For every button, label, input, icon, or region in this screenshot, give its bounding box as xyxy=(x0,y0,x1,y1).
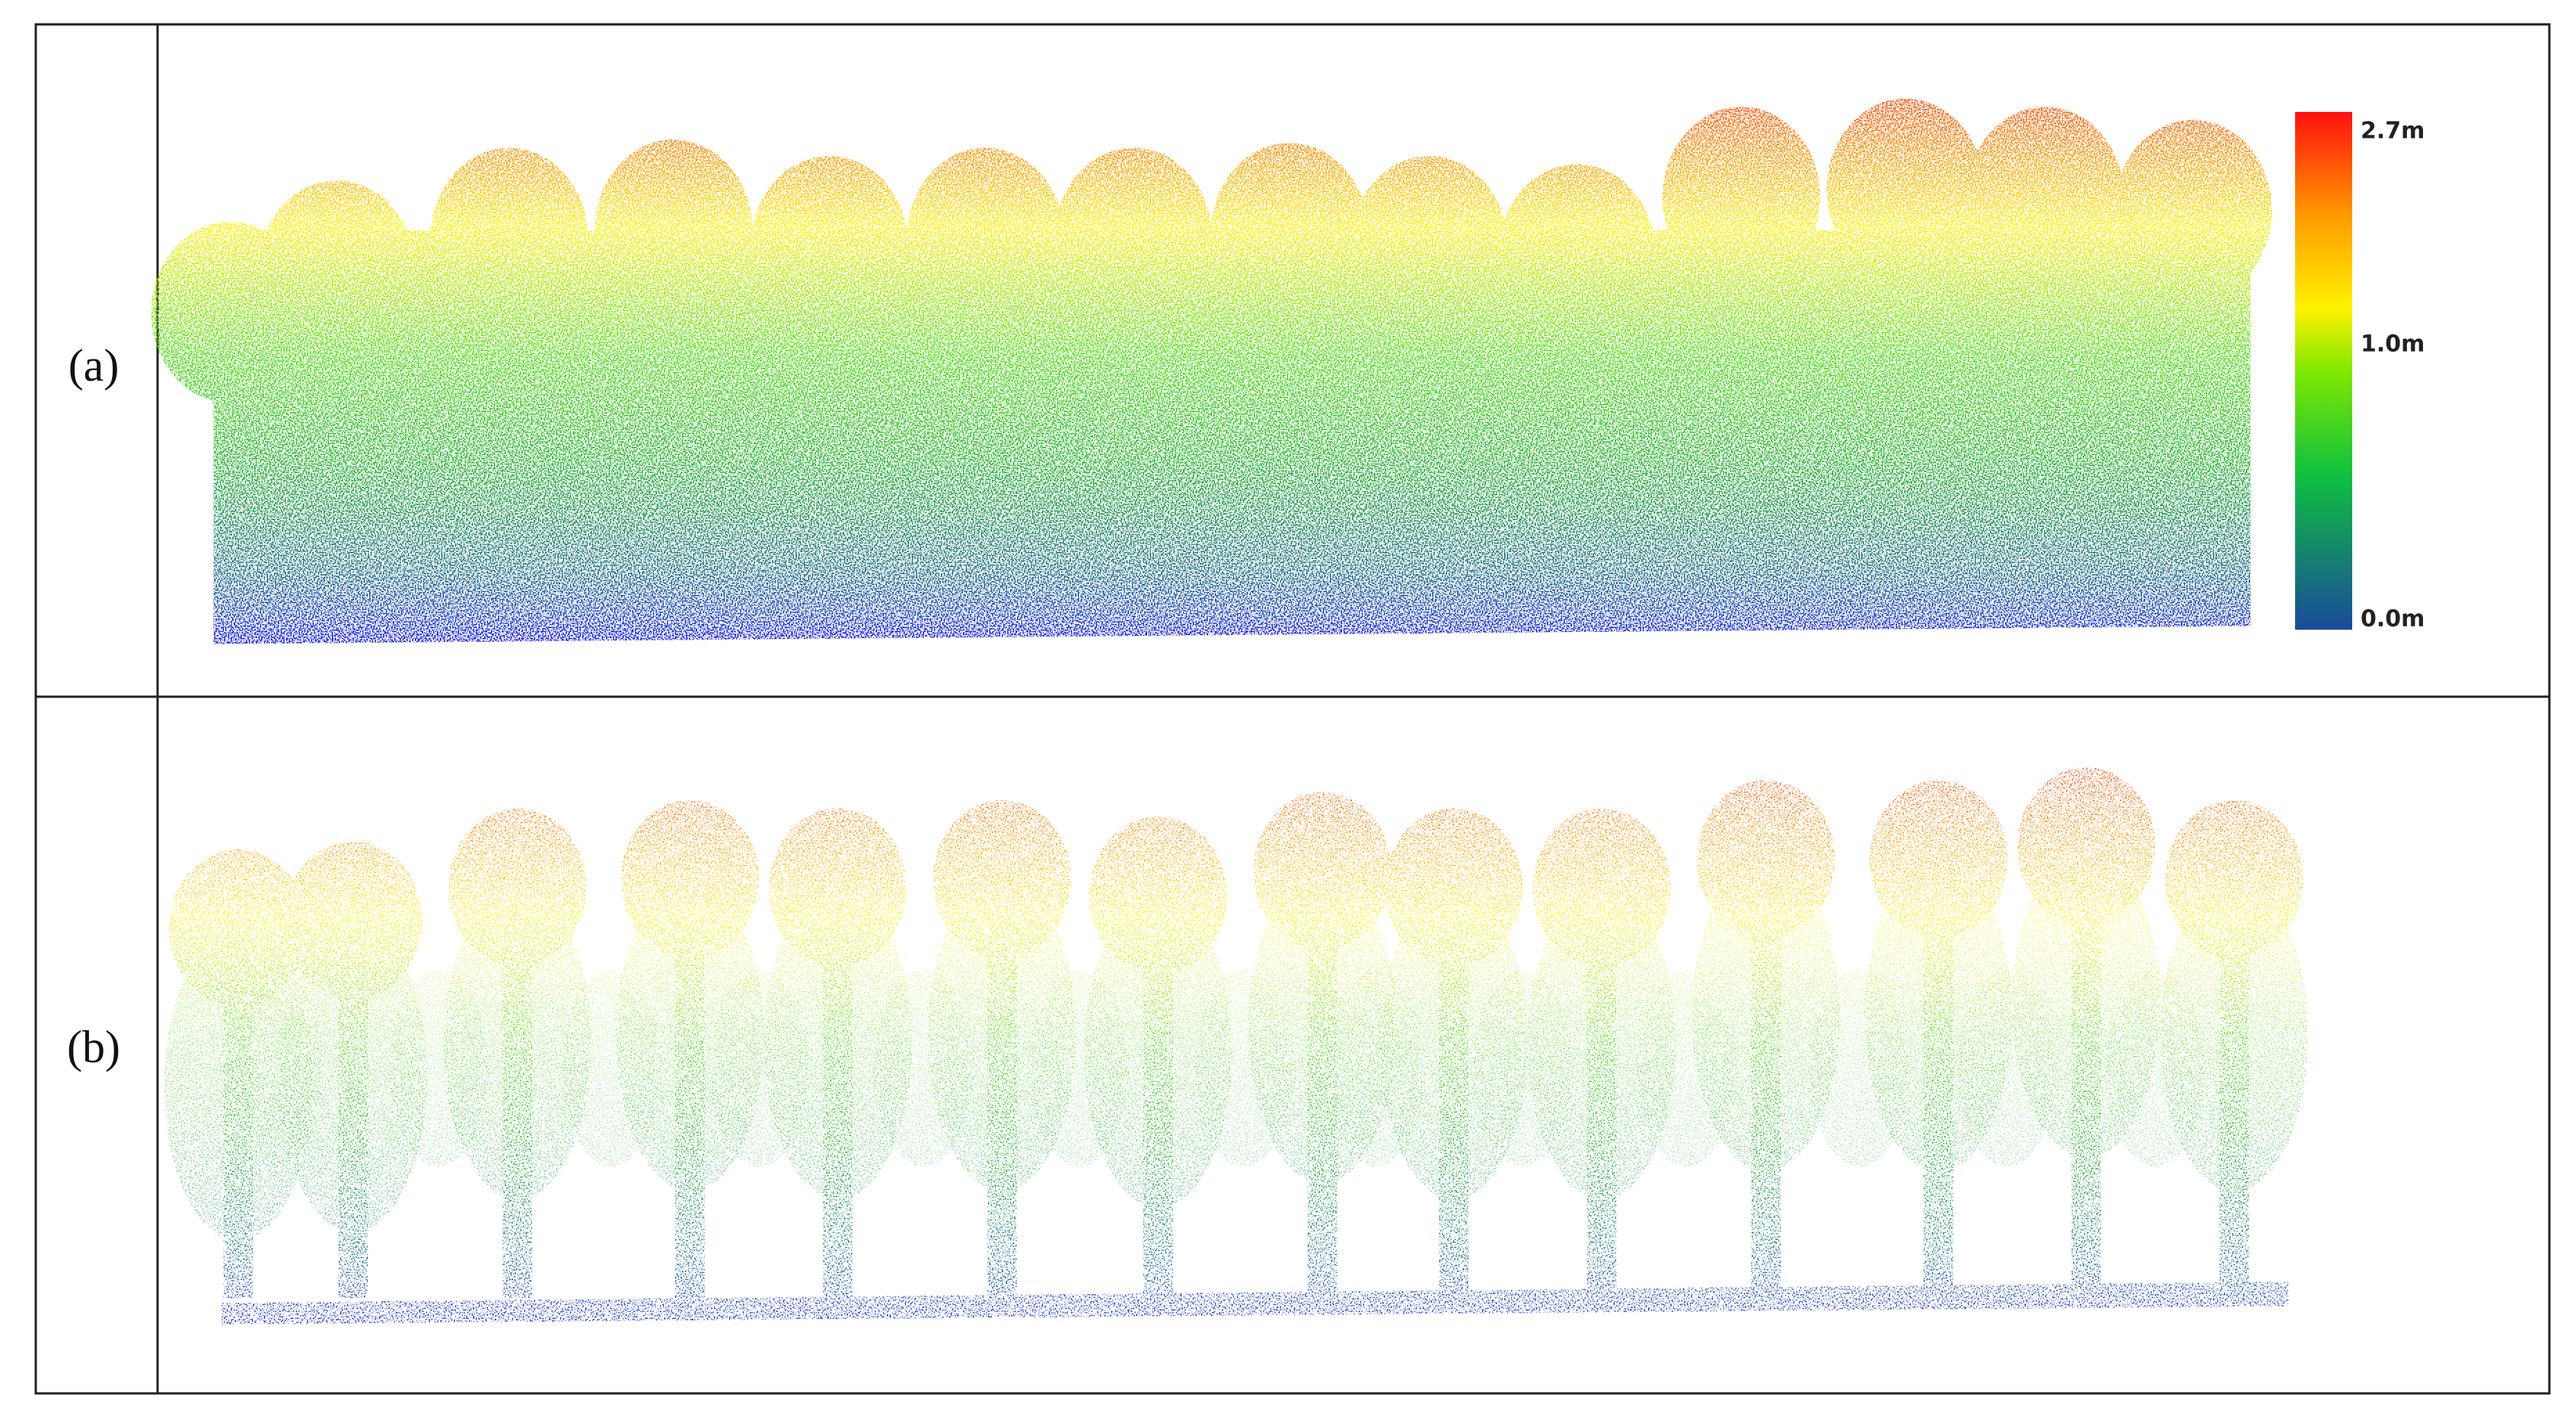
cloud-shape xyxy=(874,969,973,1167)
cloud-shape xyxy=(709,969,808,1167)
panel-label: (a) xyxy=(69,340,120,391)
cloud-shape xyxy=(1637,969,1737,1167)
point-cloud xyxy=(151,98,2272,644)
cloud-shape xyxy=(1325,969,1424,1167)
cloud-shape xyxy=(2106,969,2205,1167)
cloud-shape xyxy=(1143,920,1173,1298)
cloud-shape xyxy=(225,969,324,1167)
cloud-shape xyxy=(502,911,533,1298)
colorbar xyxy=(2295,112,2352,630)
cloud-shape xyxy=(1350,156,1509,337)
colorbar-label: 1.0m xyxy=(2361,331,2425,358)
cloud-shape xyxy=(1030,969,1129,1167)
cloud-shape xyxy=(1966,107,2125,288)
cloud-shape xyxy=(1210,142,1369,324)
cloud-shape xyxy=(1054,148,1213,329)
cloud-shape xyxy=(2071,870,2102,1298)
cloud-shape xyxy=(1662,107,1821,288)
cloud-shape xyxy=(987,903,1017,1298)
cloud-shape xyxy=(222,1281,2289,1325)
cloud-shape xyxy=(674,903,705,1298)
cloud-shape xyxy=(1810,969,1909,1167)
cloud-shape xyxy=(562,969,661,1167)
cloud-shape xyxy=(1751,884,1781,1298)
panel-label: (b) xyxy=(67,1022,120,1072)
cloud-shape xyxy=(1826,98,1985,279)
colorbar-label: 0.0m xyxy=(2361,606,2425,633)
cloud-shape xyxy=(1439,911,1469,1298)
cloud-shape xyxy=(1194,969,1293,1167)
cloud-shape xyxy=(751,156,909,337)
point-cloud xyxy=(164,767,2308,1325)
cloud-shape xyxy=(907,148,1065,329)
cloud-shape xyxy=(1958,969,2057,1167)
cloud-shape xyxy=(1498,164,1656,346)
colorbar-label: 2.7m xyxy=(2361,118,2425,145)
cloud-shape xyxy=(1924,884,1953,1298)
cloud-shape xyxy=(257,180,416,362)
cloud-shape xyxy=(338,944,368,1298)
cloud-shape xyxy=(1473,969,1573,1167)
cloud-shape xyxy=(2114,120,2272,301)
cloud-shape xyxy=(1586,911,1617,1298)
cloud-shape xyxy=(430,148,588,329)
cloud-shape xyxy=(595,139,753,321)
cloud-shape xyxy=(389,969,488,1167)
cloud-shape xyxy=(823,911,853,1298)
cloud-shape xyxy=(213,601,2251,644)
frame xyxy=(34,23,2551,1395)
cloud-shape xyxy=(2219,903,2249,1298)
